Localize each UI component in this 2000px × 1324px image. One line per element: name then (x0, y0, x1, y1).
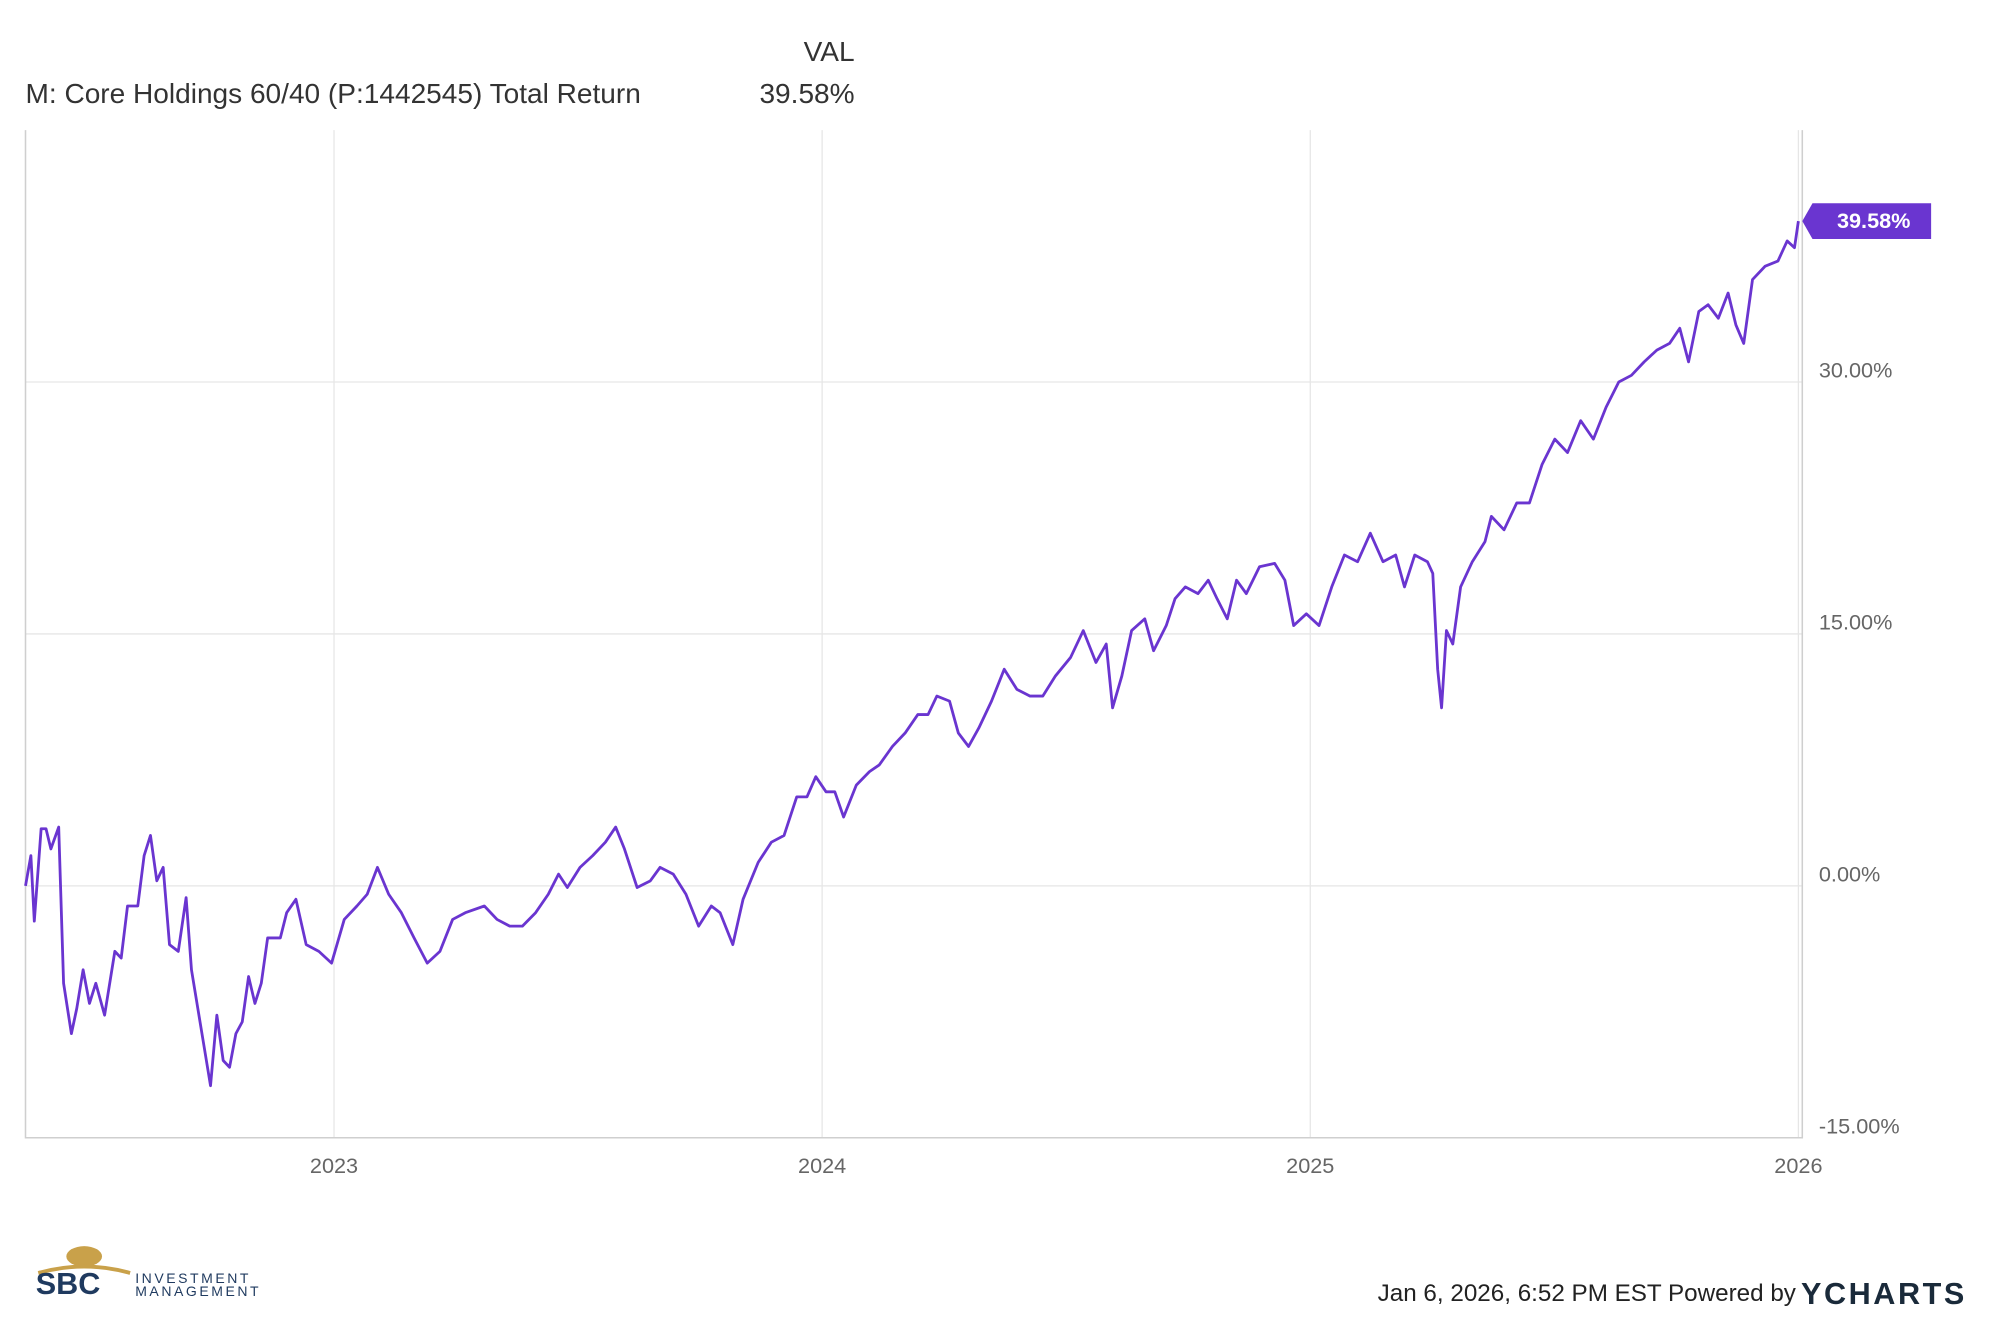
sbc-logo: SBC INVESTMENT MANAGEMENT (36, 1246, 261, 1301)
logo-text: INVESTMENT (135, 1270, 251, 1286)
plot-frame (24, 130, 1804, 1139)
x-tick-label: 2023 (310, 1153, 358, 1178)
y-tick-label: 0.00% (1819, 861, 1880, 886)
x-tick-label: 2025 (1286, 1153, 1334, 1178)
logo-wing (37, 1264, 131, 1275)
footer-timestamp: Jan 6, 2026, 6:52 PM EST Powered by (1378, 1280, 1797, 1307)
logo-emblem (66, 1246, 103, 1267)
legend-value: 39.58% (759, 78, 854, 109)
footer-brand: YCHARTS (1801, 1277, 1967, 1311)
legend-entry: M: Core Holdings 60/40 (P:1442545) Total… (26, 78, 641, 109)
series-line (24, 220, 1800, 1088)
y-tick-label: -15.00% (1819, 1113, 1900, 1138)
y-tick-label: 30.00% (1819, 358, 1893, 383)
x-tick-label: 2024 (798, 1153, 846, 1178)
logo-text: MANAGEMENT (135, 1283, 261, 1299)
x-tick-label: 2026 (1774, 1153, 1822, 1178)
legend-header: VAL (804, 36, 855, 67)
logo-initials: SBC (36, 1267, 101, 1301)
end-label: 39.58% (1837, 208, 1911, 233)
end-label-tag (1802, 203, 1932, 239)
y-tick-label: 15.00% (1819, 609, 1893, 634)
